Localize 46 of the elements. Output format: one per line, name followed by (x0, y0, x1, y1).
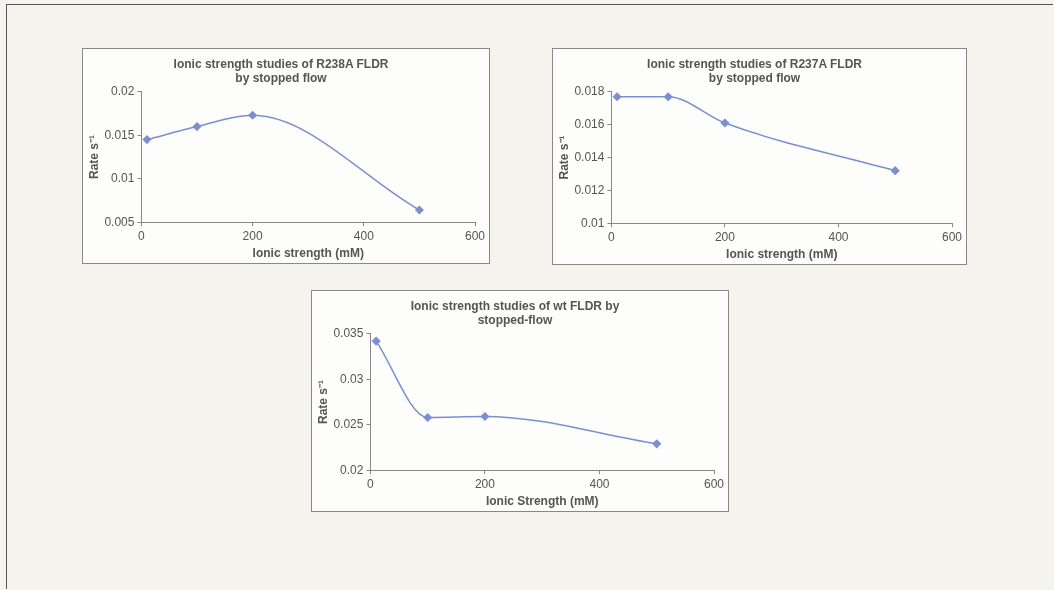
y-tick-label: 0.012 (574, 182, 605, 197)
y-tick-label: 0.016 (574, 116, 605, 131)
x-axis-title: Ionic strength (mM) (252, 246, 364, 261)
point (612, 92, 622, 101)
y-tick-label: 0.025 (333, 417, 364, 432)
y-axis-title: Rate s⁻¹ (86, 134, 101, 180)
point (371, 336, 381, 346)
y-axis-title: Rate s⁻¹ (315, 379, 330, 425)
x-tick-label: 400 (589, 476, 610, 491)
point (720, 118, 730, 128)
point (480, 412, 490, 421)
x-tick-label: 200 (474, 476, 496, 491)
point (423, 413, 432, 422)
chart-title: Ionic strength studies of R238A FLDR by stopped flow (173, 56, 389, 85)
x-axis-title: Ionic strength (mM) (726, 247, 838, 262)
y-tick-label: 0.01 (111, 171, 135, 186)
y-tick-label: 0.01 (581, 215, 605, 230)
y-tick-label: 0.02 (340, 462, 364, 477)
y-tick-label: 0.015 (104, 127, 135, 142)
y-tick-label: 0.02 (111, 84, 135, 99)
x-tick-label: 600 (703, 476, 725, 491)
x-tick-label: 400 (353, 228, 375, 243)
x-tick-label: 200 (242, 228, 263, 243)
point (192, 122, 202, 131)
y-axis-title: Rate s⁻¹ (556, 135, 571, 180)
chart-title: Ionic strength studies of R237A FLDR by stopped flow (647, 56, 863, 85)
y-tick-label: 0.018 (574, 84, 605, 99)
x-tick-label: 0 (367, 476, 375, 491)
point (652, 439, 661, 449)
point (248, 111, 257, 120)
x-axis-title: Ionic Strength (mM) (485, 494, 599, 509)
y-tick-label: 0.014 (574, 149, 605, 164)
x-tick-label: 200 (714, 229, 736, 244)
x-tick-label: 400 (828, 229, 849, 244)
x-tick-label: 0 (608, 229, 616, 244)
y-tick-label: 0.035 (333, 326, 364, 341)
y-tick-label: 0.005 (104, 214, 135, 229)
chart-title: Ionic strength studies of wt FLDR by stopped-flow (410, 298, 620, 327)
point (142, 135, 152, 144)
x-tick-label: 600 (941, 229, 963, 244)
point (415, 205, 424, 215)
point (663, 92, 673, 101)
x-tick-label: 0 (138, 228, 146, 243)
x-tick-label: 600 (464, 228, 486, 243)
point (890, 166, 900, 175)
y-tick-label: 0.03 (340, 371, 364, 386)
